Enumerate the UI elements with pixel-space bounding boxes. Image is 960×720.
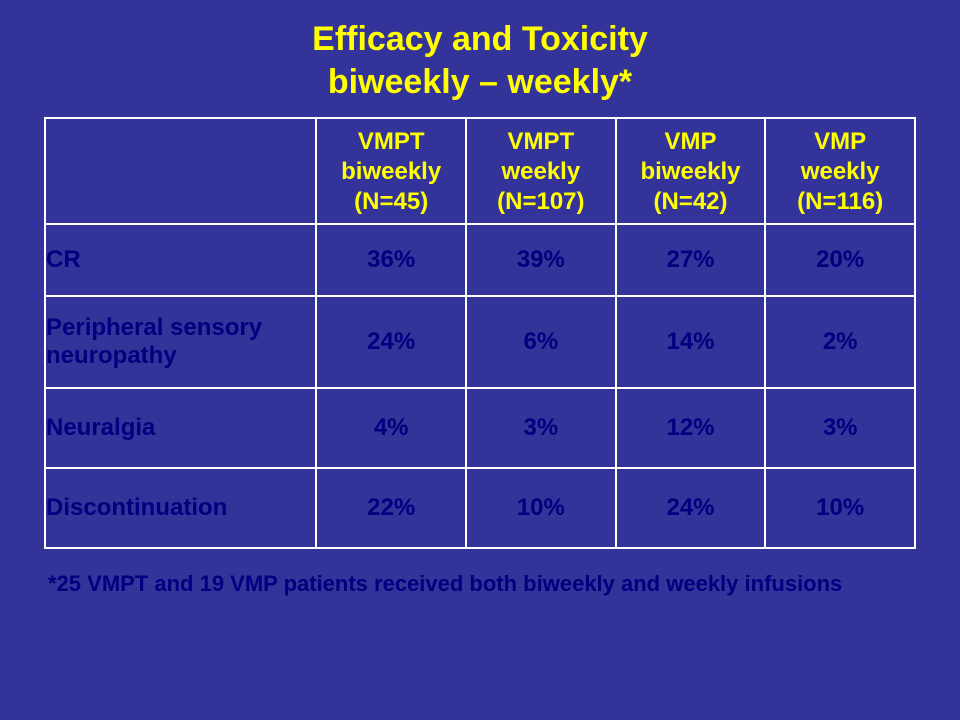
- cell: 10%: [466, 468, 616, 548]
- title-line-2: biweekly – weekly*: [328, 63, 632, 101]
- title-line-1: Efficacy and Toxicity: [312, 20, 648, 58]
- col-schedule: biweekly: [323, 157, 459, 187]
- cell: 27%: [616, 224, 766, 296]
- cell: 6%: [466, 296, 616, 388]
- cell: 2%: [765, 296, 915, 388]
- row-label: Discontinuation: [45, 468, 316, 548]
- row-label: Neuralgia: [45, 388, 316, 468]
- table-row: Peripheral sensory neuropathy 24% 6% 14%…: [45, 296, 915, 388]
- cell: 3%: [466, 388, 616, 468]
- col-n: (N=116): [772, 187, 908, 217]
- header-col-3: VMP biweekly (N=42): [616, 118, 766, 224]
- slide-title: Efficacy and Toxicity biweekly – weekly*: [44, 18, 916, 103]
- slide: Efficacy and Toxicity biweekly – weekly*…: [0, 0, 960, 720]
- table-header-row: VMPT biweekly (N=45) VMPT weekly (N=107)…: [45, 118, 915, 224]
- cell: 39%: [466, 224, 616, 296]
- table-row: Discontinuation 22% 10% 24% 10%: [45, 468, 915, 548]
- table-row: CR 36% 39% 27% 20%: [45, 224, 915, 296]
- cell: 12%: [616, 388, 766, 468]
- header-col-4: VMP weekly (N=116): [765, 118, 915, 224]
- efficacy-table: VMPT biweekly (N=45) VMPT weekly (N=107)…: [44, 117, 916, 549]
- col-schedule: weekly: [772, 157, 908, 187]
- cell: 24%: [316, 296, 466, 388]
- col-schedule: weekly: [473, 157, 609, 187]
- row-label: Peripheral sensory neuropathy: [45, 296, 316, 388]
- row-label: CR: [45, 224, 316, 296]
- col-schedule: biweekly: [623, 157, 759, 187]
- col-n: (N=42): [623, 187, 759, 217]
- cell: 24%: [616, 468, 766, 548]
- col-n: (N=107): [473, 187, 609, 217]
- cell: 36%: [316, 224, 466, 296]
- col-group: VMPT: [323, 127, 459, 157]
- cell: 22%: [316, 468, 466, 548]
- header-col-1: VMPT biweekly (N=45): [316, 118, 466, 224]
- col-n: (N=45): [323, 187, 459, 217]
- cell: 4%: [316, 388, 466, 468]
- cell: 14%: [616, 296, 766, 388]
- col-group: VMP: [623, 127, 759, 157]
- col-group: VMPT: [473, 127, 609, 157]
- cell: 10%: [765, 468, 915, 548]
- cell: 20%: [765, 224, 915, 296]
- cell: 3%: [765, 388, 915, 468]
- col-group: VMP: [772, 127, 908, 157]
- header-empty: [45, 118, 316, 224]
- table-row: Neuralgia 4% 3% 12% 3%: [45, 388, 915, 468]
- header-col-2: VMPT weekly (N=107): [466, 118, 616, 224]
- footnote: *25 VMPT and 19 VMP patients received bo…: [44, 549, 916, 597]
